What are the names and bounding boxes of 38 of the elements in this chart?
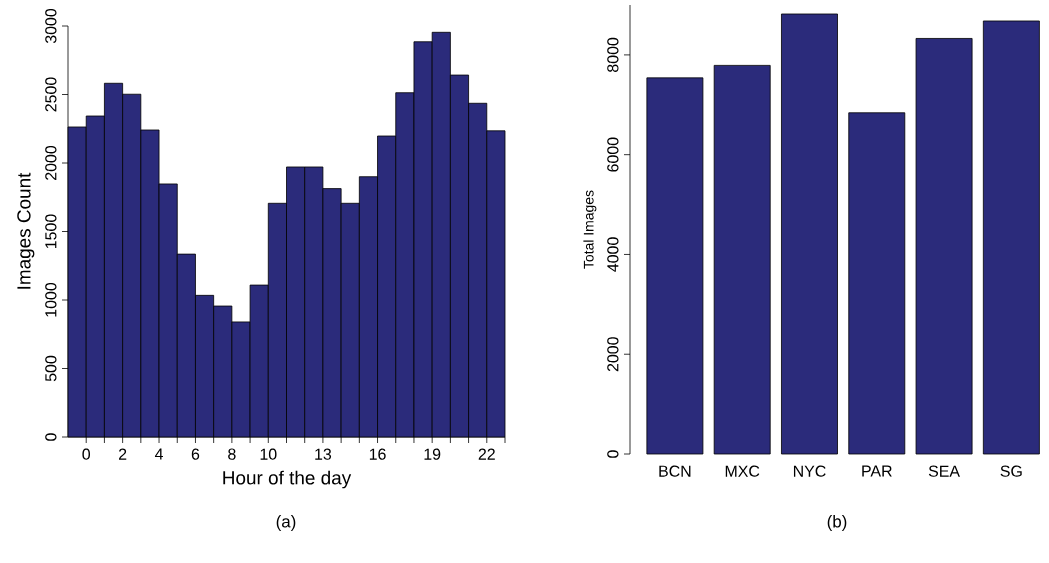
x-tick-label: 13 (315, 448, 332, 460)
bar (713, 64, 771, 455)
y-tick-label: 3000 (45, 8, 57, 44)
y-tick-label: 0 (45, 433, 57, 441)
x-tick-label: BCN (659, 465, 691, 477)
x-tick-label: 10 (260, 448, 277, 460)
text: (b) (827, 515, 847, 531)
bar (781, 13, 838, 455)
bar (982, 20, 1040, 455)
bar (848, 112, 906, 455)
x-tick-label: 19 (424, 448, 441, 460)
x-tick-label: 2 (118, 448, 127, 460)
y-tick-label: 2000 (607, 337, 619, 372)
y-axis-title: Total Images (583, 190, 597, 269)
x-tick-label: 8 (228, 448, 236, 460)
x-tick-label: 0 (82, 448, 91, 460)
x-tick-label: MXC (725, 465, 760, 477)
y-tick-label: 2000 (45, 145, 57, 180)
x-tick-label: 16 (369, 448, 386, 460)
x-tick-label: NYC (793, 465, 826, 477)
y-tick-label: 6000 (607, 137, 619, 172)
x-tick-label: 22 (478, 448, 495, 460)
y-tick-label: 500 (45, 355, 57, 382)
y-axis-title: Images Count (17, 172, 35, 289)
x-tick-label: SG (1000, 465, 1022, 477)
y-tick-label: 1000 (45, 282, 57, 317)
bar (915, 38, 973, 455)
x-axis-title: Hour of the day (223, 470, 352, 489)
y-tick-label: 8000 (607, 37, 619, 72)
x-tick-label: SEA (928, 465, 960, 477)
y-tick-label: 2500 (45, 77, 57, 112)
y-tick-label: 4000 (607, 237, 619, 272)
x-tick-label: 6 (191, 448, 200, 460)
x-tick-label: PAR (862, 465, 892, 477)
text: (a) (276, 515, 296, 531)
y-tick-label: 1500 (45, 214, 57, 249)
bar (646, 77, 704, 455)
x-tick-label: 4 (154, 448, 163, 460)
